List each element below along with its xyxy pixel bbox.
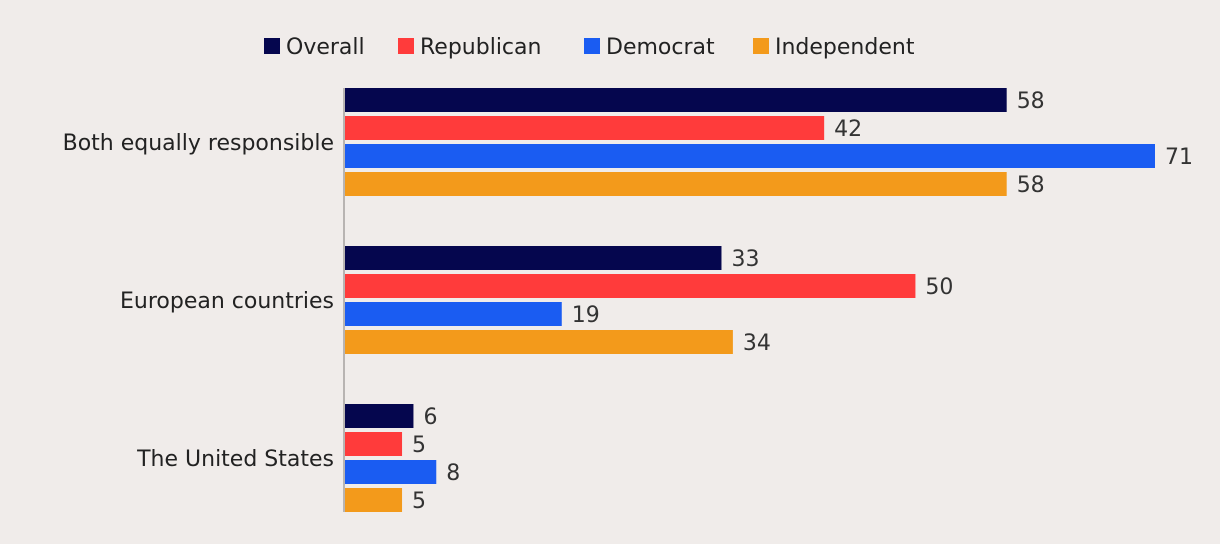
value-label-both-equally-responsible-republican: 42 [834,117,862,142]
value-label-european-countries-independent: 34 [743,331,771,356]
value-label-the-united-states-democrat: 8 [446,461,460,486]
legend-label-democrat: Democrat [606,35,715,60]
legend-swatch-republican [398,38,414,54]
category-label-the-united-states: The United States [136,447,334,472]
legend-label-overall: Overall [286,35,365,60]
bar-the-united-states-independent [345,488,403,512]
bar-both-equally-responsible-overall [345,88,1007,112]
category-labels: Both equally responsible European countri… [63,131,334,472]
legend-label-independent: Independent [775,35,915,60]
bar-european-countries-republican [345,274,916,298]
value-label-the-united-states-republican: 5 [412,433,426,458]
bar-european-countries-democrat [345,302,562,326]
bar-european-countries-overall [345,246,722,270]
value-label-both-equally-responsible-overall: 58 [1017,89,1045,114]
bar-the-united-states-republican [345,432,403,456]
legend-swatch-overall [264,38,280,54]
bar-the-united-states-democrat [345,460,437,484]
bars [345,88,1155,512]
bar-both-equally-responsible-independent [345,172,1007,196]
bar-both-equally-responsible-democrat [345,144,1155,168]
value-label-european-countries-democrat: 19 [572,303,600,328]
value-label-european-countries-republican: 50 [925,275,953,300]
category-label-european-countries: European countries [120,289,334,314]
category-label-both-equally-responsible: Both equally responsible [63,131,334,156]
bar-both-equally-responsible-republican [345,116,825,140]
legend-swatch-independent [753,38,769,54]
legend-label-republican: Republican [420,35,541,60]
legend: Overall Republican Democrat Independent [264,35,915,60]
value-label-both-equally-responsible-democrat: 71 [1165,145,1193,170]
value-label-the-united-states-overall: 6 [423,405,437,430]
bar-european-countries-independent [345,330,733,354]
bar-the-united-states-overall [345,404,414,428]
value-label-the-united-states-independent: 5 [412,489,426,514]
value-label-both-equally-responsible-independent: 58 [1017,173,1045,198]
legend-swatch-democrat [584,38,600,54]
value-label-european-countries-overall: 33 [731,247,759,272]
